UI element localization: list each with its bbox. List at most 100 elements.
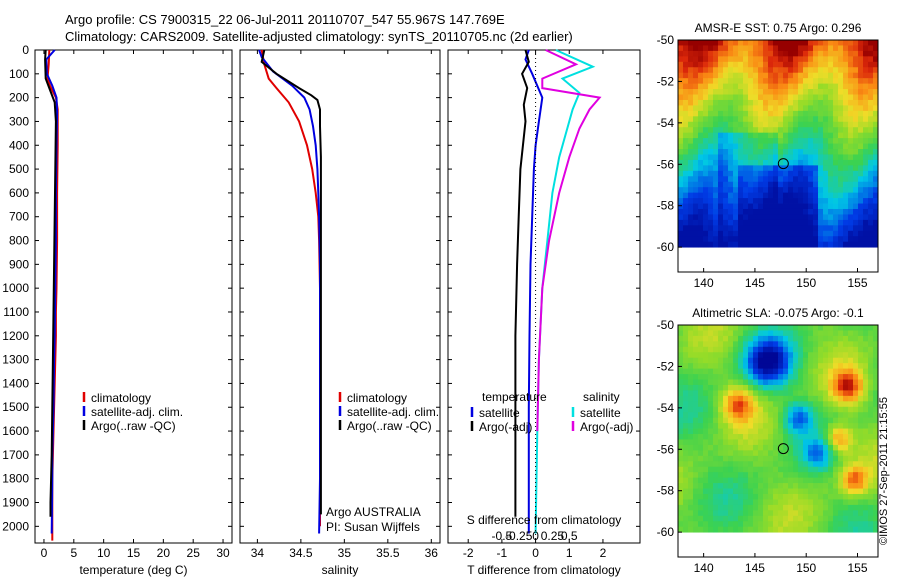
sst-cell xyxy=(818,143,824,150)
sla-cell xyxy=(858,412,864,419)
sst-cell xyxy=(768,241,774,248)
sla-cell xyxy=(718,412,724,419)
sla-cell xyxy=(753,466,759,473)
sst-cell xyxy=(793,192,799,199)
sst-cell xyxy=(788,208,794,215)
sla-cell xyxy=(733,412,739,419)
sst-cell xyxy=(853,149,859,155)
sst-cell xyxy=(748,110,754,117)
sst-cell xyxy=(828,132,834,139)
sst-x-tick-label: 150 xyxy=(796,276,816,290)
sst-cell xyxy=(738,89,744,95)
sst-cell xyxy=(713,203,719,210)
sst-cell xyxy=(758,89,764,95)
sst-cell xyxy=(713,187,719,194)
sla-cell xyxy=(708,477,714,484)
sst-cell xyxy=(698,170,704,177)
sla-cell xyxy=(698,363,704,370)
sla-cell xyxy=(698,412,704,419)
sst-cell xyxy=(823,225,829,232)
sst-cell xyxy=(858,165,864,172)
sst-cell xyxy=(718,40,724,46)
sst-cell xyxy=(788,154,794,161)
sla-cell xyxy=(698,406,704,413)
sla-cell xyxy=(753,401,759,408)
sla-cell xyxy=(853,368,859,375)
difference-x-tick-label: 0 xyxy=(532,546,539,560)
sla-cell xyxy=(788,477,794,484)
sst-cell xyxy=(698,138,704,144)
sst-cell xyxy=(688,56,694,63)
sst-cell xyxy=(843,214,849,221)
sla-cell xyxy=(853,423,859,429)
sla-cell xyxy=(698,357,704,364)
sla-cell xyxy=(778,352,784,359)
sla-cell xyxy=(683,406,689,413)
temperature-legend-label: Argo(..raw -QC) xyxy=(91,419,176,433)
sla-cell xyxy=(873,510,879,517)
sla-cell xyxy=(833,488,839,495)
sla-cell xyxy=(873,472,879,479)
sla-cell xyxy=(678,461,684,468)
sst-cell xyxy=(838,40,844,46)
sst-cell xyxy=(698,45,704,52)
sla-cell xyxy=(688,357,694,364)
sla-cell xyxy=(718,395,724,402)
sla-cell xyxy=(823,428,829,435)
sst-cell xyxy=(858,236,864,243)
sst-cell xyxy=(863,230,869,237)
sla-cell xyxy=(733,357,739,364)
sla-cell xyxy=(713,395,719,402)
sst-cell xyxy=(703,214,709,221)
sst-cell xyxy=(713,78,719,85)
sst-cell xyxy=(858,56,864,63)
sst-cell xyxy=(768,105,774,112)
sla-cell xyxy=(738,325,744,331)
sst-cell xyxy=(818,198,824,204)
sst-cell xyxy=(728,78,734,85)
sst-cell xyxy=(733,110,739,117)
sla-cell xyxy=(868,368,874,375)
sst-cell xyxy=(818,138,824,144)
sla-cell xyxy=(818,346,824,353)
sst-cell xyxy=(868,138,874,144)
sla-cell xyxy=(873,461,879,468)
sst-cell xyxy=(748,214,754,221)
sla-cell xyxy=(683,412,689,419)
sla-cell xyxy=(703,368,709,375)
sst-cell xyxy=(798,94,804,101)
sst-cell xyxy=(798,192,804,199)
sla-cell xyxy=(813,330,819,337)
sst-cell xyxy=(688,225,694,232)
sla-cell xyxy=(848,352,854,359)
sla-cell xyxy=(708,439,714,446)
sst-cell xyxy=(793,214,799,221)
sla-cell xyxy=(823,504,829,511)
sst-cell xyxy=(808,61,814,68)
sst-cell xyxy=(728,56,734,63)
sla-cell xyxy=(783,504,789,511)
sst-cell xyxy=(718,121,724,128)
sst-cell xyxy=(678,56,684,63)
sla-cell xyxy=(703,390,709,397)
sla-cell xyxy=(728,346,734,353)
sla-cell xyxy=(713,357,719,364)
sst-cell xyxy=(803,165,809,172)
sst-cell xyxy=(748,105,754,112)
sla-cell xyxy=(783,477,789,484)
sst-cell xyxy=(818,187,824,194)
sla-map-box xyxy=(677,324,879,558)
sst-cell xyxy=(718,198,724,204)
sla-cell xyxy=(758,330,764,337)
sla-cell xyxy=(748,434,754,440)
sla-cell xyxy=(813,368,819,375)
sla-cell xyxy=(728,363,734,370)
sla-cell xyxy=(848,477,854,484)
sst-cell xyxy=(778,67,784,74)
sla-cell xyxy=(843,515,849,522)
sla-cell xyxy=(873,483,879,489)
sla-cell xyxy=(728,472,734,479)
sla-cell xyxy=(743,412,749,419)
sst-cell xyxy=(753,214,759,221)
